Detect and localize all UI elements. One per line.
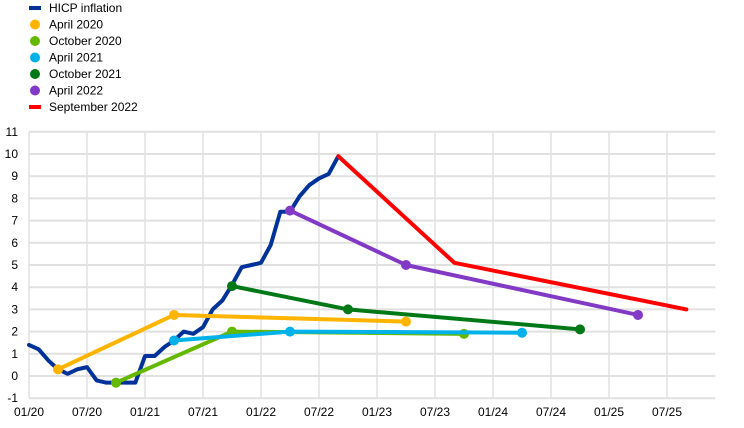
y-tick-label: 2 xyxy=(11,325,18,339)
legend-label-hicp-inflation: HICP inflation xyxy=(49,1,122,15)
legend-label-april-2021: April 2021 xyxy=(49,51,103,65)
legend-marker-april-2021 xyxy=(30,52,40,63)
series-line-september-2022 xyxy=(336,154,689,312)
x-tick-label: 01/20 xyxy=(14,405,44,419)
data-point xyxy=(227,281,238,292)
legend-label-september-2022: September 2022 xyxy=(49,100,138,114)
grid xyxy=(28,130,716,400)
series-line-hicp-inflation xyxy=(27,154,341,385)
series-line-april-2020 xyxy=(56,312,409,372)
legend-marker-september-2022 xyxy=(29,105,41,109)
legend-label-october-2020: October 2020 xyxy=(49,34,122,48)
data-point xyxy=(401,260,412,270)
data-point xyxy=(401,316,412,327)
series-lines xyxy=(27,154,689,388)
x-tick-label: 07/25 xyxy=(652,405,682,419)
x-tick-label: 01/24 xyxy=(478,405,508,419)
y-tick-label: 4 xyxy=(11,280,18,294)
data-point xyxy=(575,324,586,335)
data-point xyxy=(169,335,180,346)
y-tick-label: 1 xyxy=(11,347,18,361)
x-tick-label: 01/25 xyxy=(594,405,624,419)
series-hicp-inflation xyxy=(27,154,341,385)
x-tick-label: 07/21 xyxy=(188,405,218,419)
series-april-2020 xyxy=(53,309,412,375)
y-tick-label: 8 xyxy=(11,191,18,205)
x-tick-label: 01/21 xyxy=(130,405,160,419)
y-tick-label: 9 xyxy=(11,169,18,183)
y-tick-label: -1 xyxy=(7,391,18,405)
y-tick-label: 10 xyxy=(5,147,19,161)
legend-marker-april-2022 xyxy=(30,85,40,96)
legend-label-october-2021: October 2021 xyxy=(49,67,122,81)
legend-marker-october-2020 xyxy=(30,36,40,46)
legend-label-april-2020: April 2020 xyxy=(49,18,103,32)
y-axis: -1 0 1 2 3 4 5 6 7 8 9 10 11 xyxy=(5,125,19,405)
x-tick-label: 01/23 xyxy=(362,405,392,419)
data-point xyxy=(343,304,354,315)
x-tick-label: 07/24 xyxy=(536,405,566,419)
legend-marker-hicp-inflation xyxy=(29,6,41,10)
y-tick-label: 0 xyxy=(11,369,18,383)
y-tick-label: 11 xyxy=(6,125,19,139)
data-point xyxy=(169,309,180,320)
series-october-2021 xyxy=(227,281,586,335)
data-point xyxy=(517,327,528,338)
y-tick-label: 5 xyxy=(11,258,18,272)
legend: HICP inflation April 2020 October 2020 Apri… xyxy=(29,1,138,114)
series-april-2022 xyxy=(285,205,644,320)
data-point xyxy=(111,377,122,388)
data-point xyxy=(53,364,64,375)
series-september-2022 xyxy=(336,154,689,312)
y-tick-label: 3 xyxy=(11,302,18,316)
data-point xyxy=(285,205,296,216)
x-axis: 01/20 07/20 01/21 07/21 01/22 07/22 01/23 07/23… xyxy=(14,405,682,419)
y-tick-label: 7 xyxy=(11,214,18,228)
x-tick-label: 07/23 xyxy=(420,405,450,419)
y-tick-label: 6 xyxy=(11,236,18,250)
legend-label-april-2022: April 2022 xyxy=(49,84,103,98)
data-point xyxy=(633,309,644,320)
data-point xyxy=(285,326,296,337)
legend-marker-october-2021 xyxy=(30,69,40,79)
legend-marker-april-2020 xyxy=(30,19,40,30)
x-tick-label: 07/22 xyxy=(304,405,334,419)
x-tick-label: 01/22 xyxy=(246,405,276,419)
series-april-2021 xyxy=(169,326,528,346)
x-tick-label: 07/20 xyxy=(72,405,102,419)
